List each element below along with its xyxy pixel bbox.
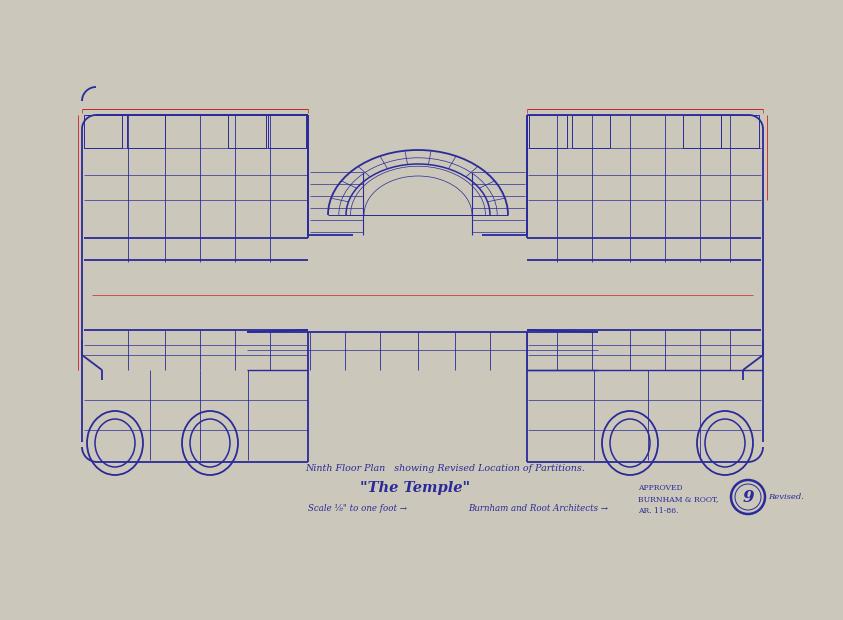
- Bar: [683, 115, 721, 148]
- Bar: [529, 115, 567, 148]
- Text: 9: 9: [742, 489, 754, 505]
- Bar: [127, 115, 165, 148]
- Bar: [721, 115, 759, 148]
- Text: APPROVED
BURNHAM & ROOT,
AR. 11-86.: APPROVED BURNHAM & ROOT, AR. 11-86.: [638, 484, 718, 515]
- Text: Ninth Floor Plan   showing Revised Location of Partitions.: Ninth Floor Plan showing Revised Locatio…: [305, 464, 585, 473]
- Text: Revised.: Revised.: [768, 493, 804, 501]
- Text: Burnham and Root Architects →: Burnham and Root Architects →: [468, 504, 608, 513]
- Bar: [84, 115, 122, 148]
- Bar: [268, 115, 306, 148]
- Bar: [572, 115, 610, 148]
- Text: Scale ⅛" to one foot →: Scale ⅛" to one foot →: [308, 504, 407, 513]
- Text: "The Temple": "The Temple": [360, 481, 470, 495]
- Bar: [228, 115, 266, 148]
